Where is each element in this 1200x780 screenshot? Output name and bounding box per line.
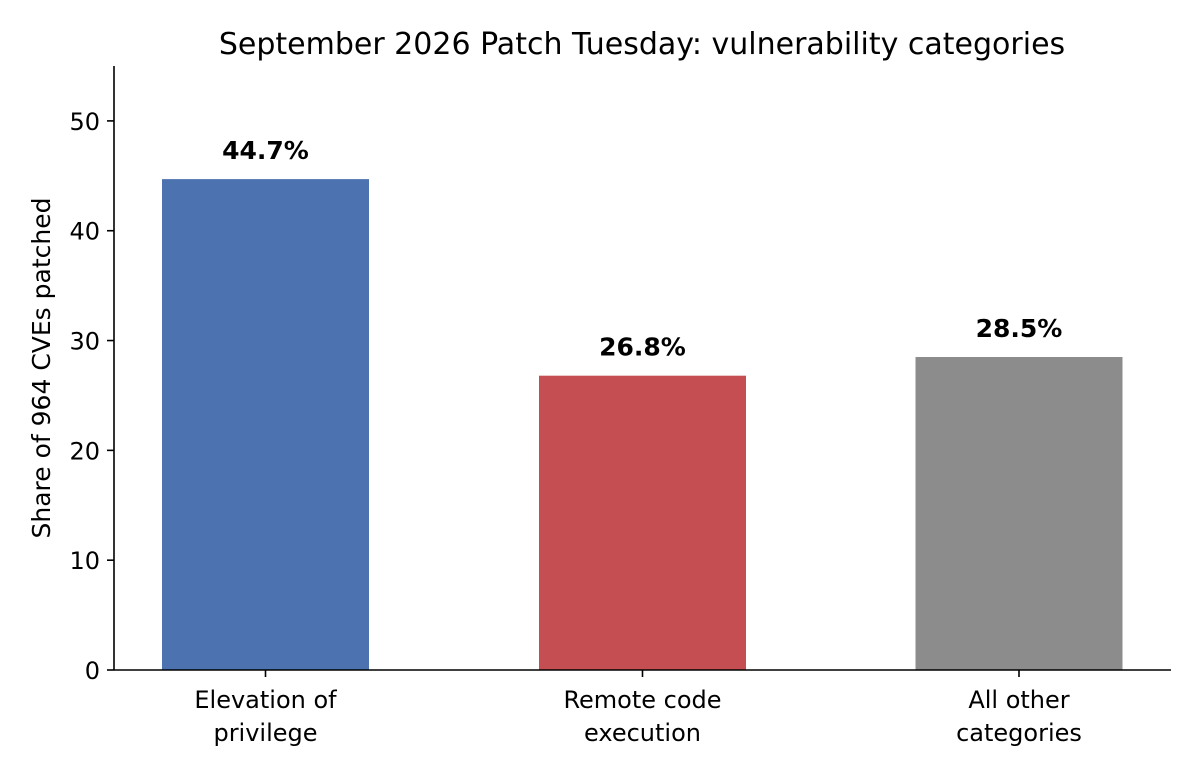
- y-tick-label: 30: [69, 328, 100, 356]
- y-ticks: 0 10 20 30 40 50: [69, 108, 114, 685]
- y-tick-label: 0: [85, 657, 100, 685]
- y-axis-label: Share of 964 CVEs patched: [27, 198, 56, 539]
- x-tick-label-1: Elevation of privilege: [194, 686, 337, 747]
- plot-area: 44.7% 26.8% 28.5% 0 10 20 30 40 50 Elevation of…: [69, 66, 1171, 747]
- bar-2: [539, 375, 746, 670]
- x-tick-label-line: Remote code: [563, 686, 721, 714]
- y-tick-label: 40: [69, 218, 100, 246]
- bar-1: [162, 179, 369, 670]
- y-tick-label: 50: [69, 108, 100, 136]
- chart-title: September 2026 Patch Tuesday: vulnerabil…: [219, 27, 1065, 62]
- x-tick-label-line: Elevation of: [194, 686, 337, 714]
- y-tick-label: 20: [69, 437, 100, 465]
- bar-3: [915, 357, 1123, 670]
- bars: [162, 179, 1123, 670]
- data-label-1: 44.7%: [222, 136, 309, 165]
- data-label-3: 28.5%: [976, 314, 1063, 343]
- x-tick-label-2: Remote code execution: [563, 686, 721, 747]
- data-label-2: 26.8%: [599, 333, 686, 362]
- x-tick-label-line: All other: [968, 686, 1069, 714]
- x-tick-label-line: categories: [956, 719, 1082, 747]
- data-labels: 44.7% 26.8% 28.5%: [222, 136, 1062, 362]
- y-tick-label: 10: [69, 547, 100, 575]
- x-tick-label-line: execution: [584, 719, 701, 747]
- x-ticks: Elevation of privilege Remote code executio…: [194, 670, 1082, 747]
- x-tick-label-line: privilege: [213, 719, 317, 747]
- x-tick-label-3: All other categories: [956, 686, 1082, 747]
